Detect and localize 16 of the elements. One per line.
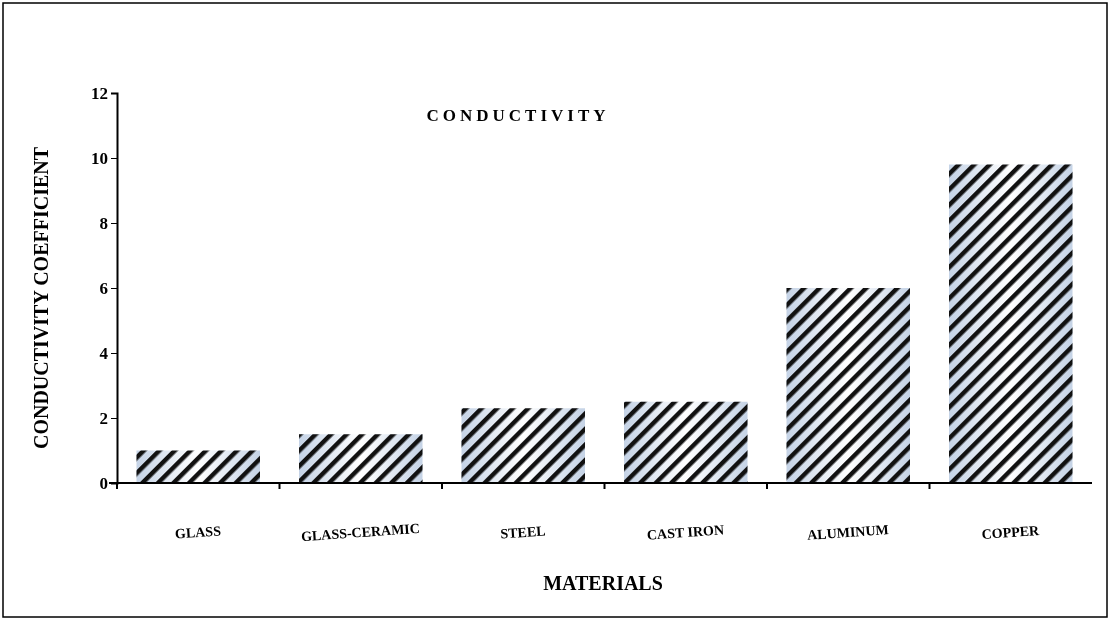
y-tick-label: 12 (91, 83, 108, 103)
x-tick-label: CAST IRON (646, 522, 725, 543)
y-tick-label: 4 (99, 343, 109, 363)
y-tick-label: 6 (99, 278, 108, 298)
x-tick-label: COPPER (981, 522, 1041, 542)
x-tick-label: STEEL (499, 523, 546, 542)
x-tick-label: GLASS-CERAMIC (300, 520, 421, 545)
y-tick-label: 8 (99, 213, 108, 233)
y-tick-label: 0 (99, 473, 108, 493)
x-tick-label: ALUMINUM (806, 522, 890, 543)
y-axis-title: CONDUCTIVITY COEFFICIENT (30, 146, 52, 450)
y-tick-label: 10 (91, 148, 108, 168)
x-axis-title: MATERIALS (543, 572, 663, 594)
text: CONDUCTIVITY (426, 106, 610, 125)
x-tick-label: GLASS (174, 523, 222, 542)
y-tick-label: 2 (99, 408, 108, 428)
